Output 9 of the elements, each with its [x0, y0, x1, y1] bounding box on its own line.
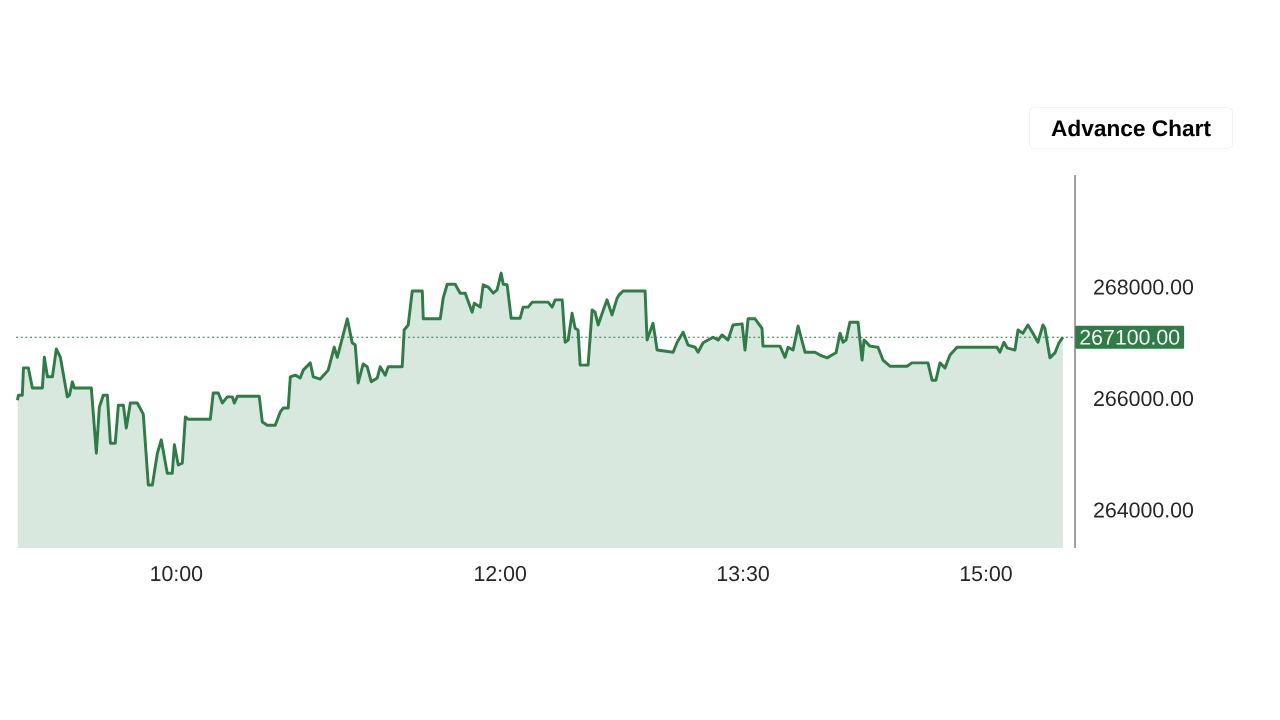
- x-tick-label: 10:00: [151, 566, 203, 582]
- y-tick-label: 266000.00: [1094, 391, 1194, 407]
- y-tick-label: 268000.00: [1094, 279, 1194, 295]
- ref-line-label: 267100.00: [1080, 329, 1180, 345]
- y-tick-label: 264000.00: [1094, 502, 1194, 518]
- x-tick-label: 15:00: [960, 566, 1012, 582]
- x-tick-label: 12:00: [475, 566, 527, 582]
- text: Advance Chart: [1051, 119, 1211, 137]
- x-tick-label: 13:30: [718, 566, 769, 582]
